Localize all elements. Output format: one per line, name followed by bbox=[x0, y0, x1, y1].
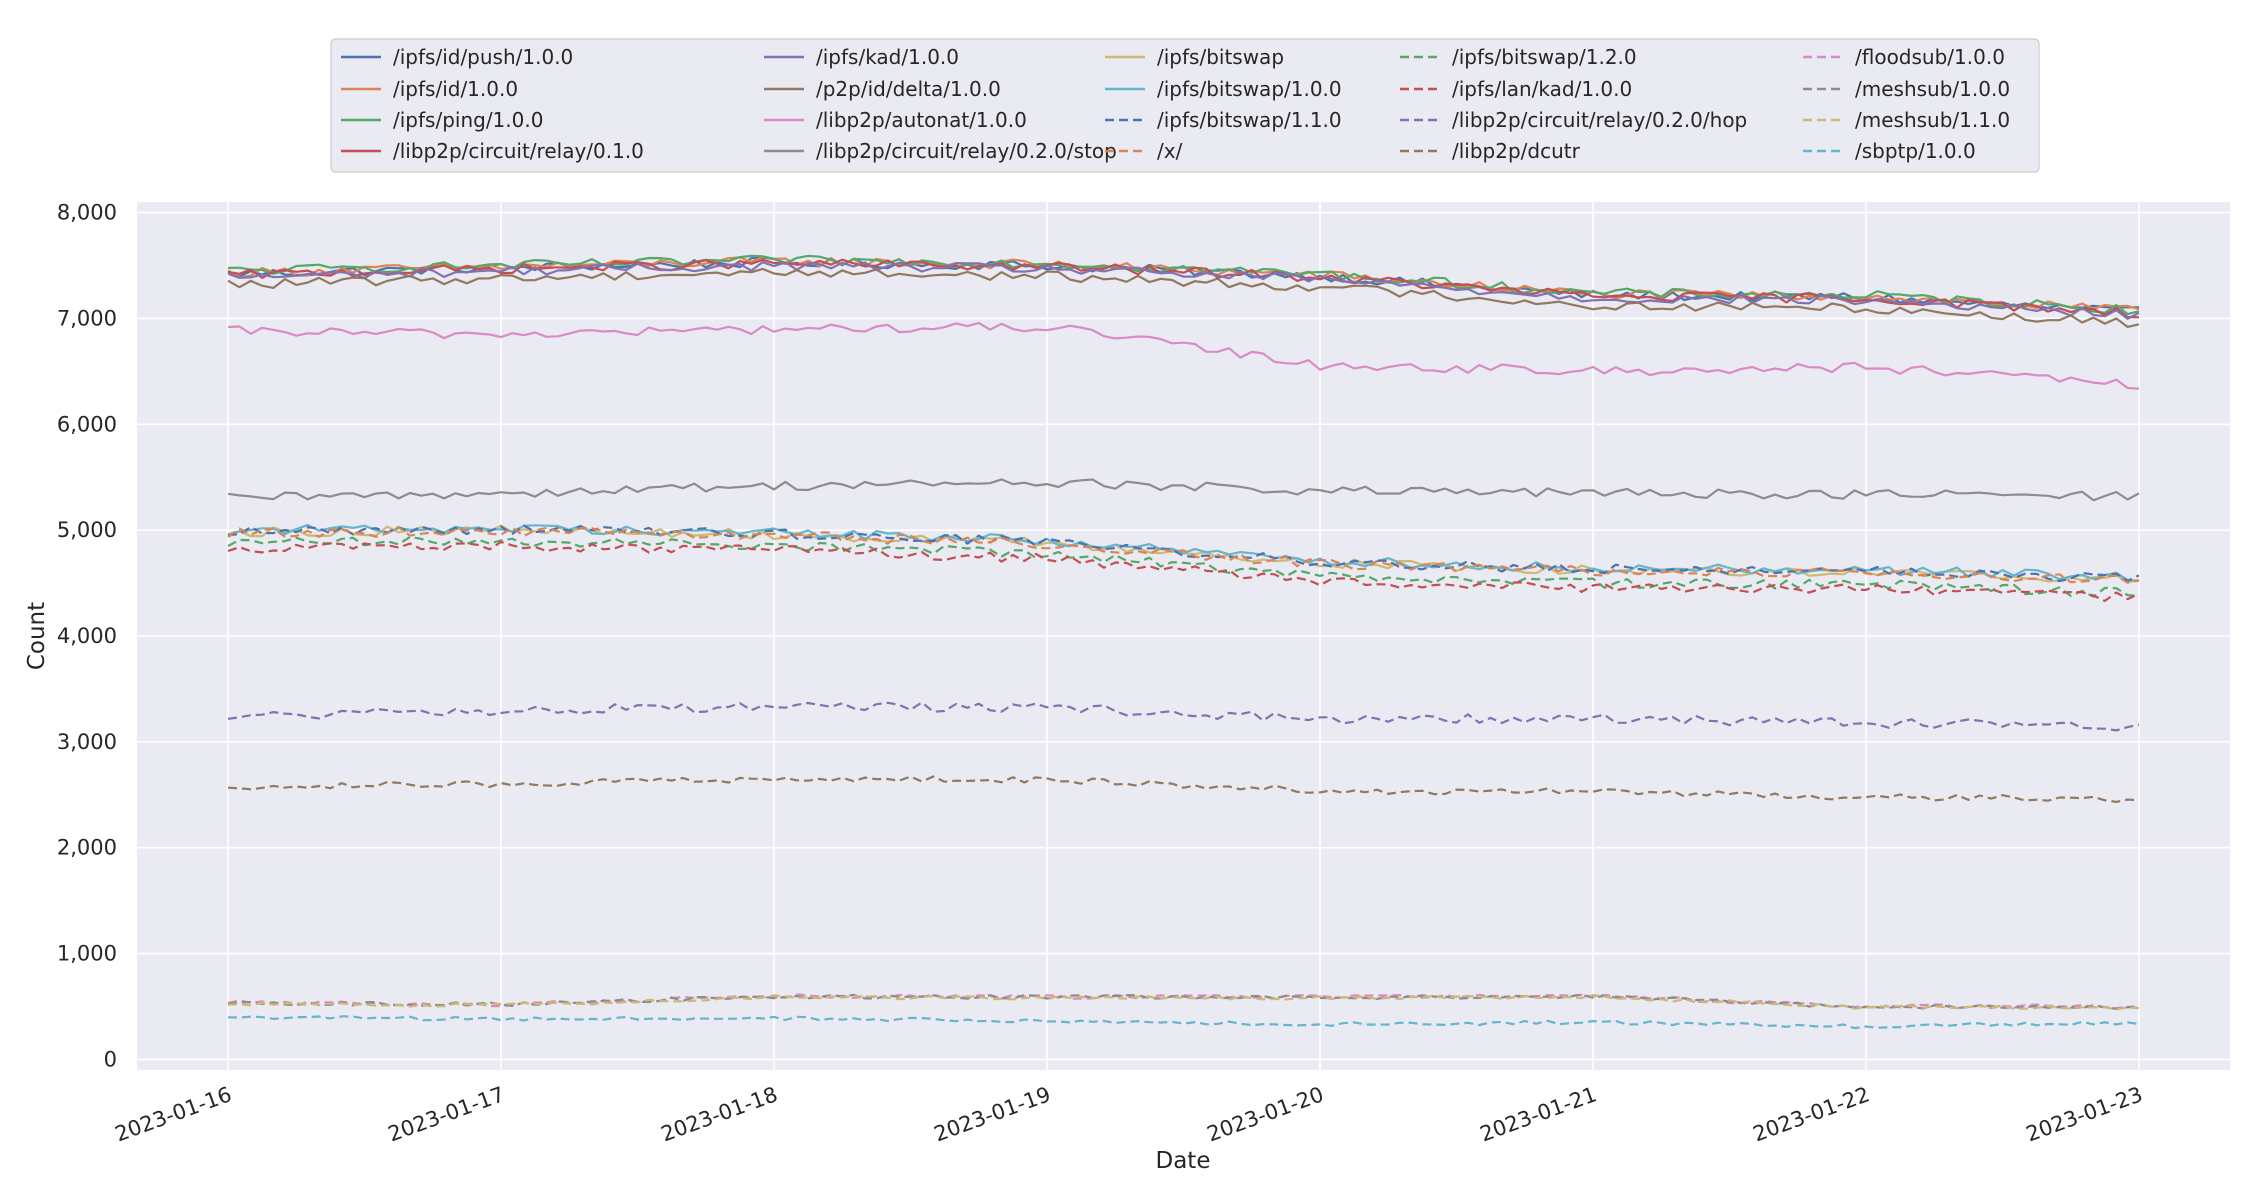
legend-label: /x/ bbox=[1157, 139, 1183, 163]
x-tick-label: 2023-01-16 bbox=[112, 1082, 235, 1146]
y-tick-label: 8,000 bbox=[57, 201, 117, 225]
y-axis-label: Count bbox=[24, 602, 50, 670]
y-tick-label: 1,000 bbox=[57, 942, 117, 966]
series-line bbox=[227, 701, 2140, 732]
legend-label: /ipfs/kad/1.0.0 bbox=[816, 45, 959, 69]
legend-label: /ipfs/bitswap/1.0.0 bbox=[1157, 77, 1342, 101]
legend-label: /libp2p/autonat/1.0.0 bbox=[816, 108, 1027, 132]
legend-label: /sbptp/1.0.0 bbox=[1855, 139, 1976, 163]
legend-label: /p2p/id/delta/1.0.0 bbox=[816, 77, 1001, 101]
x-tick-label: 2023-01-19 bbox=[931, 1082, 1054, 1146]
series-line bbox=[227, 478, 2140, 502]
legend-label: /meshsub/1.1.0 bbox=[1855, 108, 2010, 132]
series-line bbox=[227, 535, 2140, 598]
legend-label: /ipfs/lan/kad/1.0.0 bbox=[1452, 77, 1632, 101]
series-line bbox=[227, 524, 2140, 583]
series-lines bbox=[227, 254, 2140, 1030]
x-tick-label: 2023-01-18 bbox=[658, 1082, 781, 1146]
y-tick-label: 7,000 bbox=[57, 306, 117, 330]
legend-label: /ipfs/bitswap/1.2.0 bbox=[1452, 45, 1637, 69]
legend-label: /ipfs/bitswap bbox=[1157, 45, 1284, 69]
y-tick-label: 3,000 bbox=[57, 730, 117, 754]
legend-label: /libp2p/circuit/relay/0.2.0/hop bbox=[1452, 108, 1747, 132]
y-tick-label: 4,000 bbox=[57, 624, 117, 648]
series-line bbox=[227, 523, 2140, 582]
legend-box bbox=[330, 38, 2040, 173]
x-tick-label: 2023-01-21 bbox=[1477, 1082, 1600, 1146]
legend-label: /ipfs/ping/1.0.0 bbox=[393, 108, 543, 132]
x-tick-label: 2023-01-22 bbox=[1750, 1082, 1873, 1146]
legend-label: /ipfs/bitswap/1.1.0 bbox=[1157, 108, 1342, 132]
y-tick-label: 6,000 bbox=[57, 412, 117, 436]
y-tick-label: 0 bbox=[104, 1047, 117, 1071]
legend: /ipfs/id/push/1.0.0/ipfs/id/1.0.0/ipfs/p… bbox=[330, 38, 2040, 173]
legend-label: /libp2p/circuit/relay/0.2.0/stop bbox=[816, 139, 1117, 163]
y-tick-label: 2,000 bbox=[57, 836, 117, 860]
legend-label: /libp2p/circuit/relay/0.1.0 bbox=[393, 139, 644, 163]
x-axis-label: Date bbox=[1156, 1148, 1211, 1174]
x-tick-label: 2023-01-20 bbox=[1204, 1082, 1327, 1146]
series-line bbox=[227, 321, 2140, 390]
series-line bbox=[227, 993, 2140, 1010]
legend-label: /floodsub/1.0.0 bbox=[1855, 45, 2005, 69]
grid bbox=[137, 202, 2230, 1070]
y-tick-label: 5,000 bbox=[57, 518, 117, 542]
series-line bbox=[227, 775, 2140, 804]
series-line bbox=[227, 526, 2140, 584]
series-line bbox=[227, 267, 2140, 328]
x-tick-label: 2023-01-17 bbox=[385, 1082, 508, 1146]
legend-label: /meshsub/1.0.0 bbox=[1855, 77, 2010, 101]
legend-label: /ipfs/id/push/1.0.0 bbox=[393, 45, 573, 69]
legend-label: /libp2p/dcutr bbox=[1452, 139, 1581, 163]
series-line bbox=[227, 261, 2140, 320]
legend-label: /ipfs/id/1.0.0 bbox=[393, 77, 518, 101]
series-line bbox=[227, 540, 2140, 603]
x-tick-label: 2023-01-23 bbox=[2023, 1082, 2146, 1146]
